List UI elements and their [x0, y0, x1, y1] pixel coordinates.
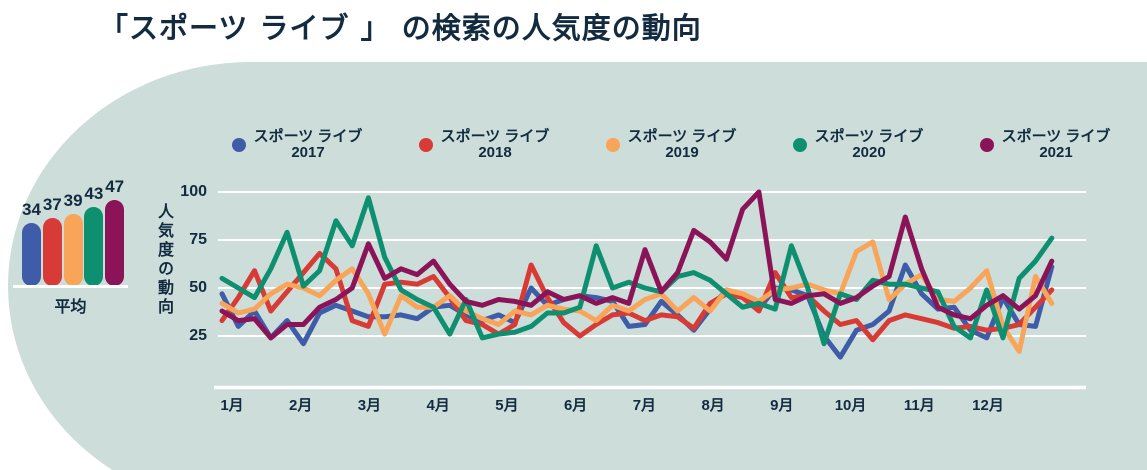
x-tick-label: 6月 — [563, 397, 588, 414]
legend-item-2019: スポーツ ライブ 2019 — [561, 129, 781, 161]
legend-label: スポーツ ライブ 2017 — [253, 128, 363, 161]
x-tick-label: 9月 — [770, 397, 794, 414]
x-tick-label: 12月 — [972, 397, 1004, 414]
x-tick-label: 3月 — [357, 397, 382, 414]
legend-item-2020: スポーツ ライブ 2020 — [748, 129, 968, 161]
x-tick-label: 7月 — [632, 397, 657, 414]
legend-label: スポーツ ライブ 2018 — [440, 128, 550, 161]
x-tick-label: 5月 — [495, 397, 519, 414]
mini-average-label: 平均 — [54, 299, 87, 316]
legend-label: スポーツ ライブ 2021 — [1001, 128, 1111, 161]
x-tick-label: 2月 — [289, 397, 313, 414]
legend-label: スポーツ ライブ 2020 — [814, 128, 924, 161]
mini-bar-2018 — [42, 217, 62, 286]
legend-dot-icon — [605, 138, 620, 152]
x-tick-label: 11月 — [903, 397, 935, 414]
mini-bar-2020 — [84, 206, 104, 286]
y-tick-label: 75 — [189, 231, 207, 248]
y-tick-label: 50 — [189, 279, 207, 296]
x-tick-label: 8月 — [701, 397, 725, 414]
y-tick-label: 25 — [189, 327, 207, 344]
mini-bar-2017 — [22, 223, 41, 286]
legend-item-2021: スポーツ ライブ 2021 — [935, 129, 1147, 161]
legend-item-2018: スポーツ ライブ 2018 — [374, 129, 594, 161]
page-title: 「スポーツ ライブ 」 の検索の人気度の動向 — [99, 11, 702, 45]
mini-bar-value: 47 — [105, 176, 125, 196]
legend-dot-icon — [231, 138, 246, 152]
legend-dot-icon — [979, 138, 994, 152]
mini-bar-value: 43 — [84, 183, 104, 203]
legend-item-2017: スポーツ ライブ 2017 — [187, 129, 407, 161]
legend-dot-icon — [792, 138, 807, 152]
legend-label: スポーツ ライブ 2019 — [627, 128, 737, 161]
x-tick-label: 4月 — [426, 397, 450, 414]
mini-bar-value: 39 — [63, 191, 83, 211]
x-tick-label: 10月 — [834, 397, 867, 414]
mini-bar-value: 34 — [22, 200, 41, 220]
mini-bar-2019 — [63, 214, 83, 286]
mini-bar-2021 — [105, 199, 125, 286]
y-axis-title: 人気度の動向 — [155, 203, 172, 317]
average-baseline — [13, 285, 128, 288]
mini-bar-value: 37 — [42, 194, 62, 214]
x-tick-label: 1月 — [220, 397, 244, 414]
legend-dot-icon — [418, 138, 433, 152]
y-tick-label: 100 — [180, 183, 207, 200]
